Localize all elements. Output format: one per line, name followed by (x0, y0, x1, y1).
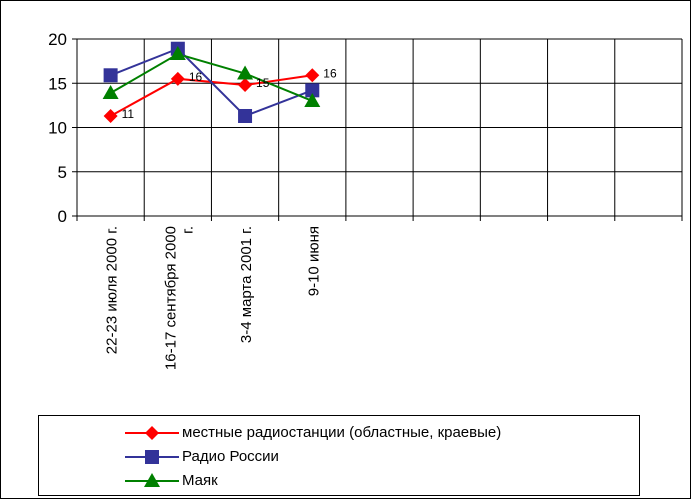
y-tick-label: 0 (58, 207, 67, 226)
legend-label: местные радиостанции (областные, краевые… (182, 424, 502, 441)
data-point (238, 108, 253, 123)
y-tick-label: 15 (48, 74, 67, 93)
data-label: 16 (323, 66, 337, 80)
series-line (110, 52, 313, 102)
data-point (103, 68, 118, 83)
legend: местные радиостанции (областные, краевые… (38, 415, 640, 496)
data-point (170, 71, 185, 86)
x-tick-label: г. (179, 226, 196, 234)
legend-swatch (125, 426, 179, 440)
legend-swatch (125, 450, 179, 464)
data-label: 16 (189, 70, 203, 84)
legend-marker (145, 450, 159, 464)
legend-label: Маяк (182, 472, 218, 489)
data-point (237, 65, 254, 80)
x-tick-label: 3-4 марта 2001 г. (238, 226, 255, 343)
y-tick-label: 5 (58, 163, 67, 182)
data-point (305, 83, 320, 98)
legend-swatch (125, 473, 179, 487)
data-point (102, 84, 119, 99)
x-tick-label: 22-23 июля 2000 г. (104, 226, 121, 354)
series-line (110, 47, 313, 118)
legend-label: Радио России (182, 448, 279, 465)
line-chart: 0 5 10 15 20 22-23 июля 2000 г. 16-17 сентября… (48, 30, 683, 370)
data-point (103, 108, 118, 123)
legend-marker (145, 426, 159, 440)
x-tick-label: 9-10 июня (305, 226, 322, 296)
data-label: 15 (256, 76, 270, 90)
x-tick-label: 16-17 сентября 2000 (162, 226, 179, 370)
data-point (238, 78, 253, 93)
data-point (169, 46, 186, 61)
data-point (305, 68, 320, 83)
y-tick-label: 20 (48, 30, 67, 49)
data-point (304, 92, 321, 107)
y-tick-label: 10 (48, 119, 67, 138)
data-label: 11 (122, 107, 135, 121)
legend-marker (144, 473, 160, 487)
